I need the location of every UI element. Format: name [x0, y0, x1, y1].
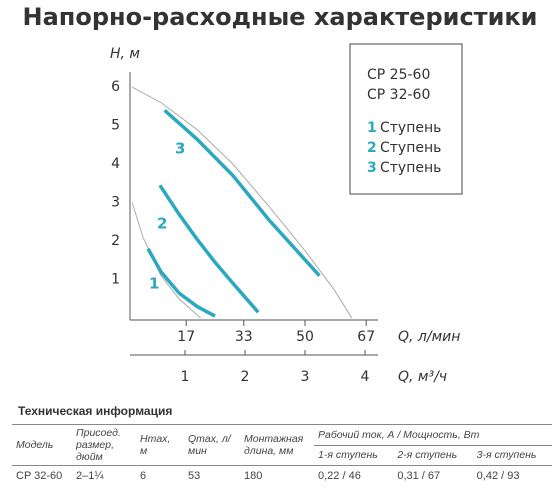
chart-title: Напорно-расходные характеристики [22, 3, 537, 31]
curve-label: 1 [149, 274, 159, 292]
legend-label: Ступень [380, 120, 441, 136]
header-cell: Рабочий ток, А / Мощность, Вт [314, 424, 552, 446]
legend-label: Ступень [380, 140, 441, 156]
table-cell: 2–1¼ [72, 465, 136, 486]
header-cell: Присоед. размер, дюйм [72, 424, 136, 466]
table-cell: CP 32-60 [12, 465, 72, 486]
legend-label: Ступень [380, 160, 441, 176]
x2-tick-label: 2 [241, 369, 250, 385]
curve [131, 202, 201, 319]
subheader-cell: 3-я ступень [476, 449, 537, 462]
table: Модель Присоед. размер, дюйм Hmax, м Qma… [12, 424, 552, 486]
x-tick-label: 50 [296, 329, 314, 345]
x-axis-label: Q, л/мин [398, 329, 460, 345]
table-title: Техническая информация [18, 404, 173, 418]
x2-tick-label: 3 [301, 369, 310, 385]
table-row: CP 32-60 2–1¼ 6 53 180 0,22 / 46 0,31 / 67 0,42… [12, 465, 552, 486]
model-name: CP 25-60 [367, 67, 430, 83]
y-tick-label: 2 [111, 233, 120, 249]
header-cell: Qmax, л/мин [184, 424, 240, 466]
x2-axis-label: Q, м³/ч [398, 369, 447, 385]
table-cell: 53 [184, 465, 240, 486]
table-cell: 6 [136, 465, 184, 486]
y-axis-label: H, м [110, 46, 140, 62]
header-cell: Hmax, м [136, 424, 184, 466]
y-tick-label: 5 [111, 118, 120, 134]
tech-info: Техническая информация Модель Присоед. р… [12, 400, 552, 486]
table-cell: 0,42 / 93 [472, 465, 552, 486]
curve-label: 2 [157, 215, 167, 233]
table-cell: 180 [240, 465, 314, 486]
table-cell: 0,22 / 46 [314, 465, 394, 486]
curve [146, 247, 216, 318]
subheader-cell: 1-я ступень [318, 449, 378, 462]
y-tick-label: 4 [111, 156, 120, 172]
legend-box [349, 43, 463, 195]
legend-number: 2 [367, 140, 377, 156]
y-tick-label: 6 [111, 79, 120, 95]
x-tick-label: 17 [177, 329, 195, 345]
legend-number: 3 [367, 160, 377, 176]
y-tick-label: 1 [111, 272, 120, 288]
curve [131, 86, 353, 319]
x2-tick-label: 4 [361, 369, 370, 385]
curve-label: 3 [175, 140, 185, 158]
x-tick-label: 33 [235, 329, 253, 345]
model-name: CP 32-60 [367, 87, 430, 103]
legend-number: 1 [367, 120, 377, 136]
chart: Напорно-расходные характеристики H, м Q,… [22, 3, 537, 385]
header-cell: Модель [12, 424, 72, 466]
x2-tick-label: 1 [181, 369, 190, 385]
header-cell: Монтажная длина, мм [240, 424, 314, 466]
curve [158, 184, 260, 314]
curve [163, 109, 321, 277]
y-tick-label: 3 [111, 195, 120, 211]
x-tick-label: 67 [357, 329, 375, 345]
subheader-cell: 2-я ступень [397, 449, 458, 462]
table-cell: 0,31 / 67 [393, 465, 473, 486]
